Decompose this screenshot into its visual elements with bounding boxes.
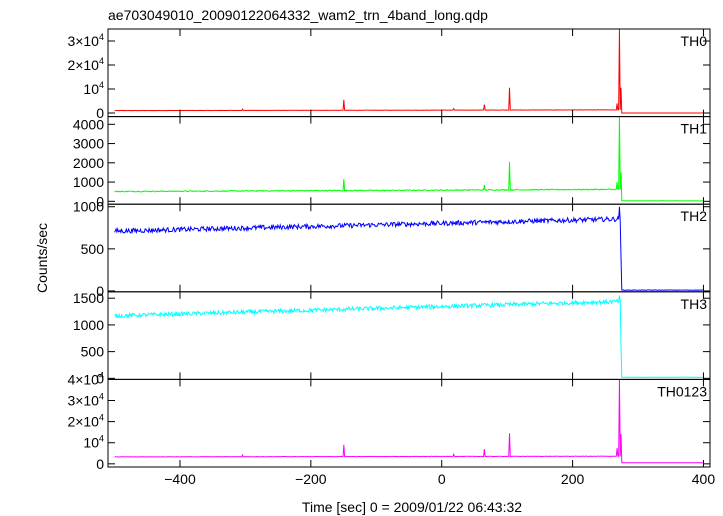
panel-th0123: 0 104 2×104 3×104 4×104 TH0123	[67, 370, 711, 472]
series-line-th0	[114, 28, 704, 114]
y-tick-exponent: 4	[99, 370, 104, 380]
y-tick-exponent: 4	[99, 80, 104, 90]
panel-label: TH3	[681, 296, 708, 312]
y-tick-label: 3000	[73, 136, 104, 152]
panel-frame	[107, 291, 711, 380]
series-line-th2	[114, 206, 704, 291]
y-tick-label: 2000	[73, 155, 104, 171]
x-tick-label: −200	[295, 471, 327, 487]
x-tick-label: 0	[438, 471, 446, 487]
panel-label: TH2	[681, 208, 708, 224]
y-tick-exponent: 4	[99, 32, 104, 42]
y-tick-label: 4000	[73, 116, 104, 132]
chart-title: ae703049010_20090122064332_wam2_trn_4ban…	[108, 7, 488, 23]
y-tick-label: 0	[96, 283, 104, 299]
y-tick-exponent: 4	[99, 56, 104, 66]
x-tick-label: −400	[164, 471, 196, 487]
x-axis: −400 −200 0 200 400	[164, 471, 715, 487]
y-axis-label: Counts/sec	[34, 223, 50, 293]
y-tick-label: 500	[81, 241, 105, 257]
x-tick-label: 200	[561, 471, 585, 487]
y-tick-label: 3×104	[67, 392, 104, 409]
y-tick-exponent: 4	[99, 413, 104, 423]
y-tick-label: 2×104	[67, 413, 104, 430]
y-tick-label: 0	[96, 105, 104, 121]
y-tick-label: 0	[96, 370, 104, 386]
y-tick-label: 1500	[73, 290, 104, 306]
y-tick-label: 3×104	[67, 32, 104, 49]
y-tick-exponent: 4	[99, 434, 104, 444]
y-tick-label: 104	[83, 434, 104, 451]
y-tick-label: 4×104	[67, 370, 104, 387]
series-line-th1	[114, 116, 704, 202]
y-tick-label: 1000	[73, 199, 104, 215]
x-axis-label: Time [sec] 0 = 2009/01/22 06:43:32	[302, 499, 522, 515]
y-tick-exponent: 4	[99, 392, 104, 402]
y-tick-label: 104	[83, 80, 104, 97]
panel-th1: 0 1000 2000 3000 4000 TH1	[73, 116, 711, 209]
y-tick-label: 1000	[73, 174, 104, 190]
panel-th0: 0 104 2×104 3×104 TH0	[67, 28, 711, 121]
y-tick-label: 0	[96, 193, 104, 209]
y-tick-label: 500	[81, 344, 105, 360]
panel-label: TH1	[681, 121, 708, 137]
series-line-th0123	[114, 379, 704, 464]
panel-label: TH0123	[657, 383, 707, 399]
panel-th2: 0 500 1000 TH2	[73, 199, 711, 299]
y-tick-label: 0	[96, 456, 104, 472]
panel-th3: 0 500 1000 1500 TH3	[73, 290, 711, 386]
panel-label: TH0	[681, 33, 708, 49]
series-line-th3	[114, 295, 704, 378]
panel-frame	[107, 378, 711, 468]
x-tick-label: 400	[692, 471, 716, 487]
y-tick-label: 1000	[73, 317, 104, 333]
y-tick-label: 2×104	[67, 56, 104, 73]
